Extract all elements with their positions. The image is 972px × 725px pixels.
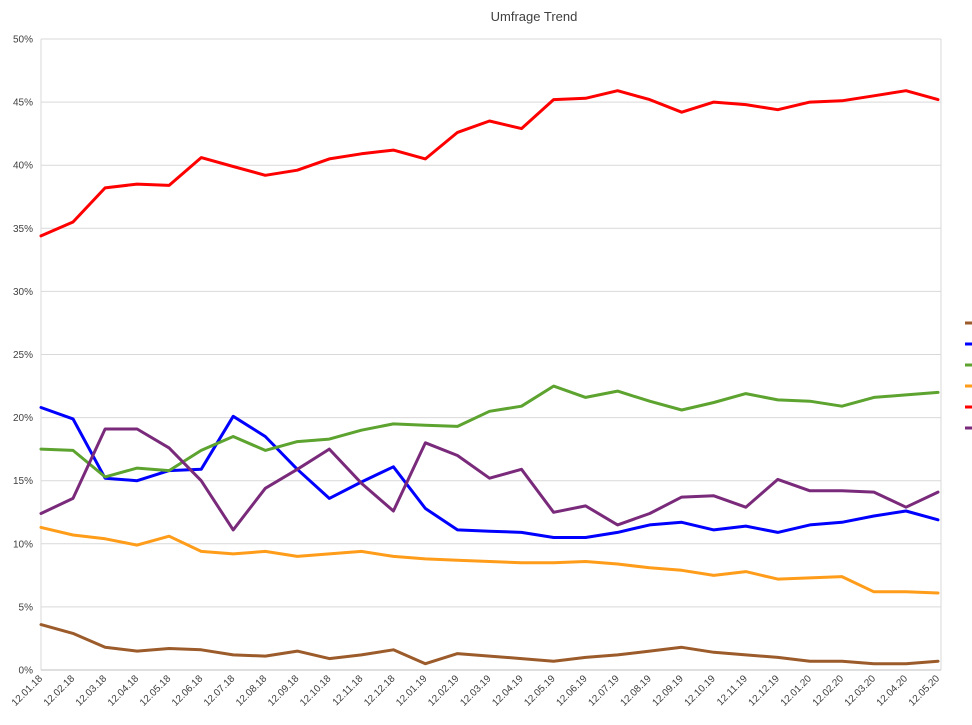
y-tick-label: 20% (13, 413, 33, 424)
y-tick-label: 15% (13, 476, 33, 487)
y-tick-label: 35% (13, 224, 33, 235)
series-line (39, 89, 940, 238)
series-line (39, 623, 940, 666)
y-tick-label: 30% (13, 287, 33, 298)
y-tick-label: 40% (13, 161, 33, 172)
axes (40, 39, 942, 671)
y-tick-label: 50% (13, 35, 33, 46)
y-axis-ticks: 0% 5% 10% 15% 20% 25% 30% 35% 40% 45% 50% (13, 35, 33, 677)
y-tick-label: 25% (13, 350, 33, 361)
y-tick-label: 10% (13, 539, 33, 550)
y-tick-label: 0% (19, 666, 34, 677)
chart-title: Umfrage Trend (491, 9, 578, 24)
series-line (39, 427, 940, 532)
legend (965, 321, 972, 430)
y-tick-label: 5% (19, 602, 34, 613)
gridlines (41, 38, 941, 608)
series-lines (39, 89, 940, 666)
series-line (39, 384, 940, 479)
series-line (39, 525, 940, 595)
y-tick-label: 45% (13, 98, 33, 109)
